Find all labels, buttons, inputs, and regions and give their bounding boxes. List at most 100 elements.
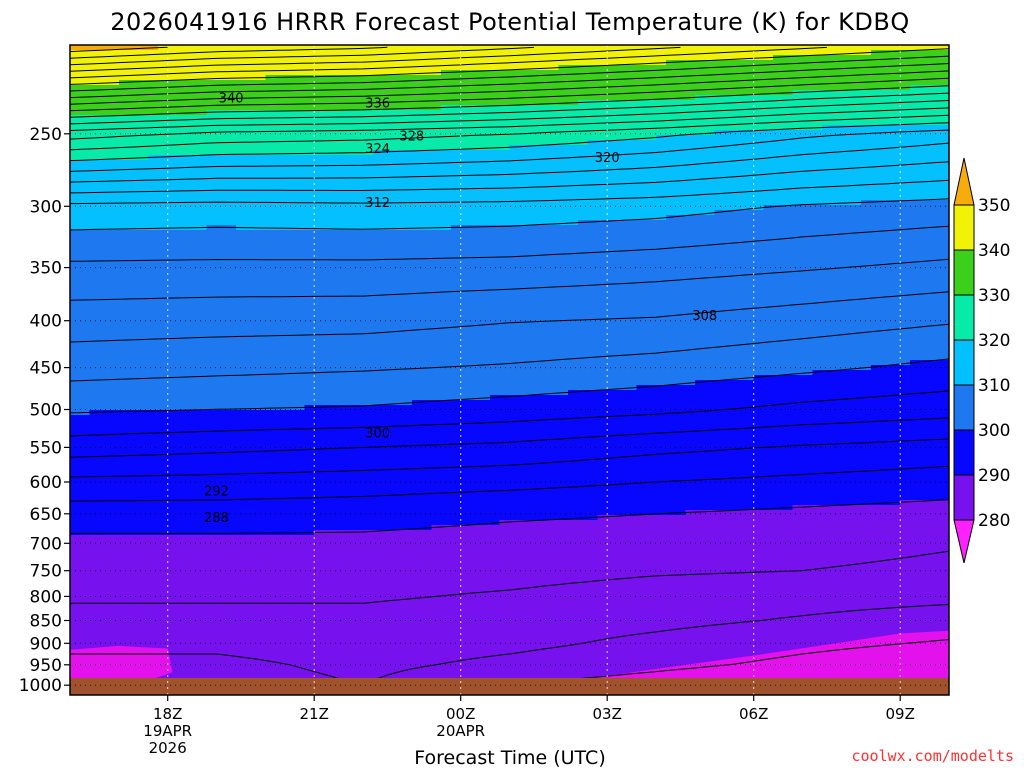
theta-cell: [70, 285, 950, 291]
theta-cell: [499, 520, 950, 526]
theta-cell: [568, 390, 950, 396]
theta-cell: [372, 150, 950, 156]
colorbar-extend-top: [953, 157, 975, 206]
chart-title: 2026041916 HRRR Forecast Potential Tempe…: [110, 8, 909, 36]
theta-cell: [70, 255, 950, 261]
theta-cell: [70, 665, 950, 671]
colorbar-swatch: [953, 429, 975, 476]
isentrope: [69, 129, 950, 172]
theta-cell: [70, 635, 950, 641]
x-tick-label: 03Z: [593, 705, 622, 723]
x-axis-label: Forecast Time (UTC): [414, 747, 605, 768]
theta-cell: [70, 215, 667, 221]
cold-pool-late: [582, 630, 949, 680]
cold-pool-early: [70, 645, 173, 684]
theta-cell: [70, 315, 950, 321]
contour-label: 320: [595, 151, 620, 166]
contour-label: 340: [219, 91, 244, 106]
x-tick-label: 2026: [149, 739, 187, 757]
isentrope: [69, 323, 950, 382]
theta-cell: [773, 55, 950, 61]
theta-cell: [70, 135, 657, 141]
theta-cell: [70, 515, 598, 521]
colorbar-tick-label: 330: [978, 286, 1010, 306]
theta-cell: [70, 65, 559, 71]
theta-cell: [70, 355, 950, 361]
theta-cell: [70, 520, 501, 526]
theta-cell: [70, 85, 911, 91]
colorbar-tick-label: 350: [978, 196, 1010, 216]
colorbar-tick-label: 310: [978, 376, 1010, 396]
contour-label: 288: [204, 511, 229, 526]
theta-cell: [70, 170, 950, 176]
x-tick-label: 19APR: [143, 722, 192, 740]
y-tick-label: 750: [30, 562, 62, 582]
theta-cell: [70, 130, 716, 136]
x-grid-lines: [167, 45, 901, 695]
theta-cell: [70, 140, 589, 146]
colorbar-swatch: [953, 474, 975, 521]
x-tick-label: 20APR: [436, 722, 485, 740]
theta-cell: [70, 650, 950, 656]
theta-cell: [70, 175, 950, 181]
theta-cell: [70, 290, 950, 296]
theta-cell: [70, 480, 950, 486]
theta-cell: [70, 360, 911, 366]
theta-cell: [577, 100, 950, 106]
theta-cell: [70, 160, 950, 166]
theta-cell: [70, 280, 950, 286]
theta-cell: [70, 645, 950, 651]
isentrope: [69, 161, 950, 194]
theta-cell: [822, 125, 950, 131]
isentrope: [69, 258, 950, 301]
theta-cell: [431, 525, 950, 531]
theta-cell: [70, 110, 208, 116]
theta-cell: [70, 555, 950, 561]
isentrope: [69, 358, 950, 414]
theta-cell: [70, 145, 511, 151]
x-tick-label: 21Z: [300, 705, 329, 723]
theta-cell: [236, 225, 452, 231]
theta-cell: [70, 530, 315, 536]
contour-label: 308: [692, 309, 717, 324]
theta-cell: [70, 470, 950, 476]
theta-cell: [70, 625, 950, 631]
colorbar: 280 290 300 310 320 330 340 350: [953, 157, 1010, 564]
y-tick-label: 500: [30, 401, 62, 421]
theta-cell: [89, 410, 950, 416]
theta-cell: [70, 430, 950, 436]
plot-frame: [69, 44, 950, 696]
theta-cell: [70, 630, 950, 636]
isentrope: [69, 114, 950, 151]
theta-cell: [70, 660, 950, 666]
theta-cell: [70, 460, 950, 466]
theta-cell: [509, 145, 950, 151]
isentrope: [69, 198, 950, 231]
theta-cell: [70, 675, 950, 681]
theta-cell: [714, 130, 950, 136]
theta-cell: [450, 225, 950, 231]
theta-cell: [70, 620, 950, 626]
theta-cell: [70, 50, 872, 56]
contour-label: 292: [204, 484, 229, 499]
theta-cell: [70, 230, 950, 236]
plot-area: 340 336 328 324 320 312 308 300 292 288: [69, 45, 950, 696]
isentrope: [69, 438, 950, 478]
y-tick-label: 700: [30, 534, 62, 554]
theta-cell: [70, 670, 950, 676]
x-tick-label: 00Z: [446, 705, 475, 723]
theta-cell: [70, 325, 950, 331]
colorbar-extend-bottom: [953, 519, 975, 564]
theta-cell: [70, 370, 813, 376]
theta-cell: [70, 165, 950, 171]
y-tick-label: 600: [30, 473, 62, 493]
theta-cell: [314, 530, 950, 536]
theta-cell: [900, 500, 950, 506]
theta-cell: [70, 80, 120, 86]
theta-cell: [70, 525, 432, 531]
colorbar-tick-label: 300: [978, 421, 1010, 441]
y-tick-label: 450: [30, 359, 62, 379]
theta-cell: [70, 155, 149, 161]
isentrope: [69, 291, 950, 343]
colorbar-swatch: [953, 339, 975, 386]
